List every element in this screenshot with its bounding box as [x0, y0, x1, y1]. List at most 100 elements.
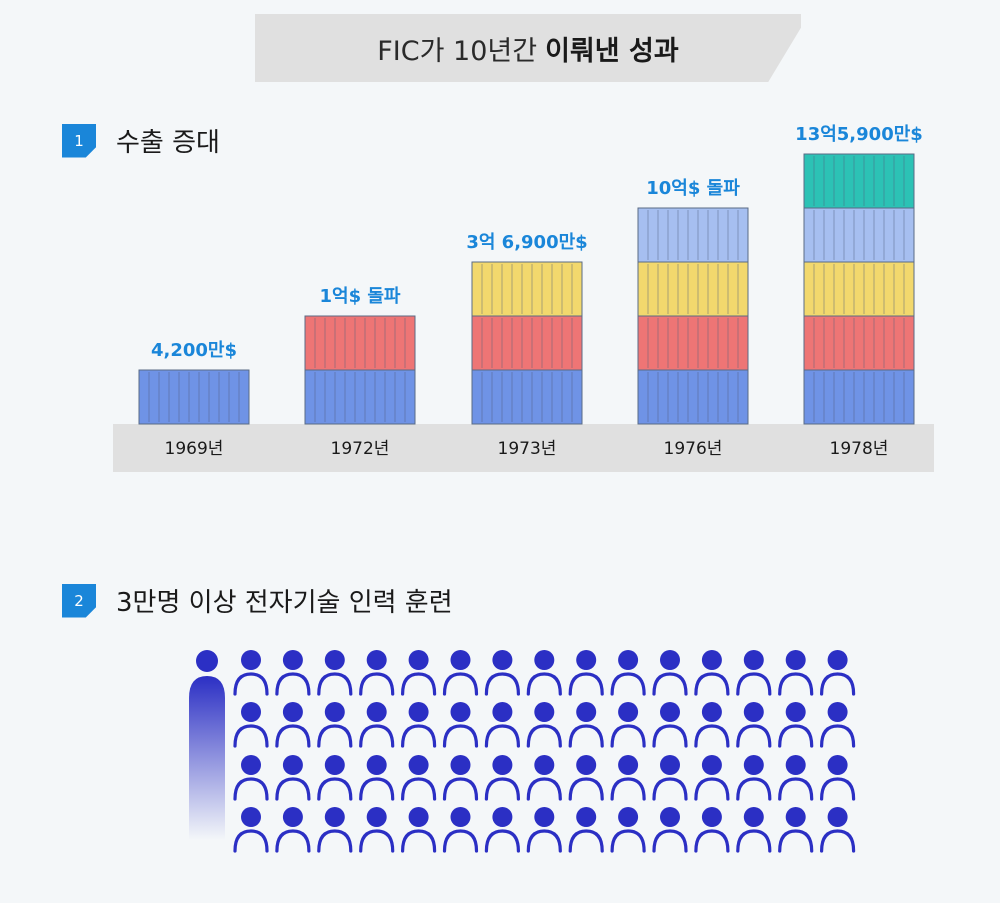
person-icon [275, 807, 311, 853]
title-normal: FIC가 10년간 [377, 35, 538, 67]
person-icon [820, 807, 856, 853]
title-bold: 이뤄낸 성과 [545, 35, 679, 67]
person-icon [694, 755, 730, 801]
year-label: 1978년 [830, 439, 889, 459]
person-icon [317, 702, 353, 748]
person-icon [275, 702, 311, 748]
stack-block [637, 207, 749, 263]
person-icon [401, 702, 437, 748]
person-icon [442, 755, 479, 801]
person-icon [694, 807, 730, 853]
person-icon [652, 755, 688, 801]
person-icon [401, 755, 437, 801]
person-icon [736, 702, 772, 748]
person-icon [359, 807, 395, 853]
stack-block [637, 261, 749, 317]
person-icon [275, 755, 311, 801]
person-icon [778, 755, 814, 801]
person-icon [778, 702, 814, 748]
page-title: FIC가 10년간 이뤄낸 성과 [255, 14, 801, 82]
person-icon [526, 650, 562, 696]
stack-block [138, 369, 250, 425]
person-icon [484, 702, 520, 748]
person-icon [568, 807, 604, 853]
person-icon [442, 807, 479, 853]
stack-block [803, 315, 915, 371]
highlight-person-icon [189, 650, 225, 840]
person-icon [778, 807, 814, 853]
person-icon [736, 650, 772, 696]
bar-1969년 [138, 369, 250, 425]
person-icon [233, 702, 269, 748]
value-label: 13억5,900만$ [795, 124, 923, 145]
person-icon [484, 807, 520, 853]
person-icon [401, 807, 437, 853]
person-icon [233, 755, 269, 801]
stack-block [471, 369, 583, 425]
person-icon [736, 755, 772, 801]
person-icon [442, 650, 479, 696]
section2-header: 2 3만명 이상 전자기술 인력 훈련 [62, 582, 453, 619]
person-icon [610, 650, 646, 696]
stack-block [304, 315, 416, 371]
person-icon [694, 702, 730, 748]
person-icon [317, 807, 353, 853]
person-icon [652, 650, 688, 696]
person-icon [401, 650, 437, 696]
value-label: 1억$ 돌파 [320, 286, 401, 307]
section1-title: 수출 증대 [116, 128, 220, 158]
stack-block [803, 261, 915, 317]
person-icon [442, 702, 479, 748]
stack-block [803, 369, 915, 425]
person-icon [820, 755, 856, 801]
section2-title: 3만명 이상 전자기술 인력 훈련 [116, 588, 453, 618]
person-icon [317, 650, 353, 696]
person-icon [694, 650, 730, 696]
person-icon [359, 650, 395, 696]
stack-block [471, 315, 583, 371]
stack-block [803, 153, 915, 209]
person-icon [484, 755, 520, 801]
person-icon [610, 702, 646, 748]
person-icon [526, 807, 562, 853]
year-label: 1976년 [664, 439, 723, 459]
person-icon [778, 650, 814, 696]
person-icon [526, 755, 562, 801]
person-icon [736, 807, 772, 853]
person-icon [568, 702, 604, 748]
section1-badge: 1 [62, 123, 96, 158]
year-label: 1973년 [498, 439, 557, 459]
year-band [113, 424, 934, 472]
year-label: 1969년 [165, 439, 224, 459]
person-icon [484, 650, 520, 696]
person-icon [568, 650, 604, 696]
person-icon [317, 755, 353, 801]
person-icon [359, 755, 395, 801]
section2-badge: 2 [62, 583, 96, 618]
bar-1973년 [471, 261, 583, 425]
person-icon [820, 650, 856, 696]
bar-1972년 [304, 315, 416, 425]
export-chart: 4,200만$ 1969년 1억$ 돌파 1972년 3억 6,900만$ 1973년 10… [113, 124, 934, 472]
bar-1978년 [803, 153, 915, 425]
person-icon [652, 702, 688, 748]
title-banner [255, 14, 801, 82]
person-icon [359, 702, 395, 748]
stack-block [637, 369, 749, 425]
person-icon [568, 755, 604, 801]
person-icon [820, 702, 856, 748]
person-icon [610, 755, 646, 801]
value-label: 10억$ 돌파 [646, 178, 740, 199]
section1-header: 1 수출 증대 [62, 122, 220, 159]
value-label: 4,200만$ [151, 340, 237, 361]
stack-block [471, 261, 583, 317]
year-label: 1972년 [331, 439, 390, 459]
person-icon [233, 807, 269, 853]
value-label: 3억 6,900만$ [466, 232, 587, 253]
person-icon [610, 807, 646, 853]
person-icon [233, 650, 269, 696]
person-icon [652, 807, 688, 853]
person-icon [526, 702, 562, 748]
bar-1976년 [637, 207, 749, 425]
